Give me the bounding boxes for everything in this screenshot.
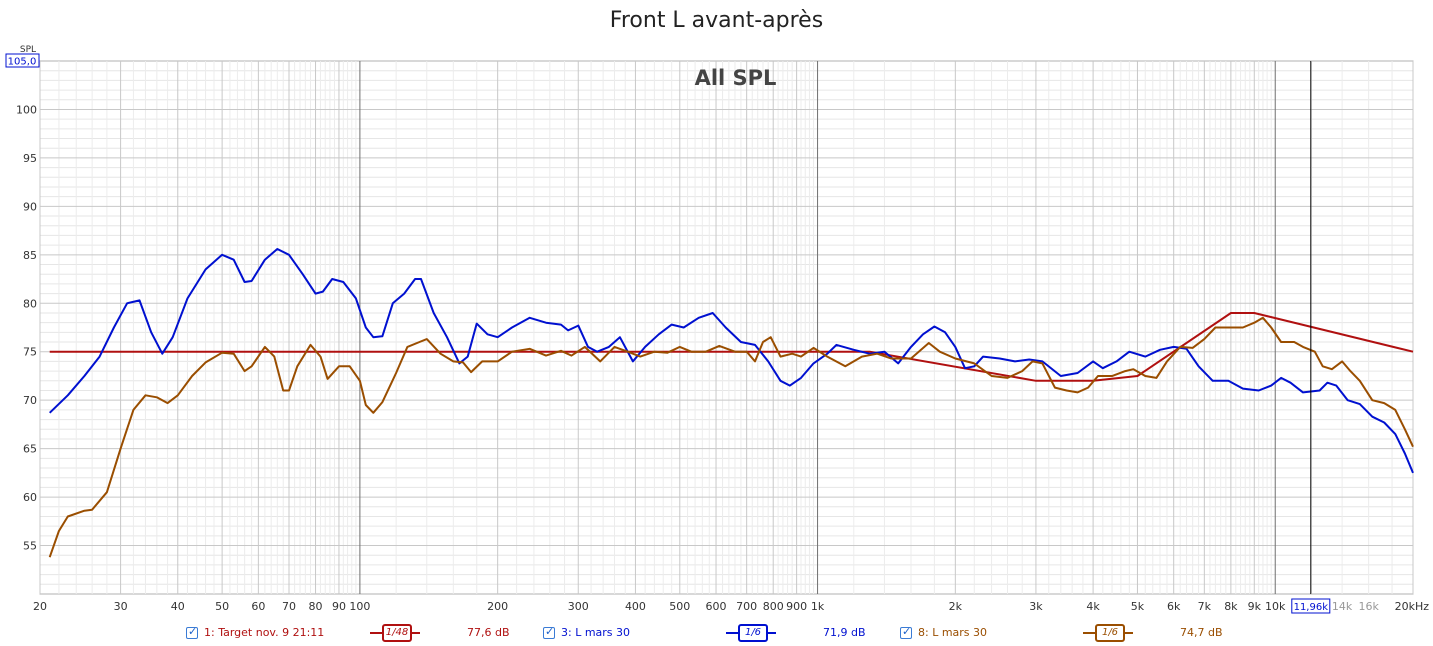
x-tick-label: 14k [1332, 600, 1353, 613]
x-tick-label: 900 [786, 600, 807, 613]
legend-item-l-mars-30-a[interactable]: 3: L mars 30 [543, 625, 631, 639]
x-tick-label: 50 [215, 600, 229, 613]
smoothing-l-mars-30-b[interactable]: 1/6 [1083, 624, 1133, 642]
x-tick-label: 400 [625, 600, 646, 613]
legend-label-l-mars-30-a: 3: L mars 30 [561, 626, 631, 639]
series-lines [48, 248, 1414, 558]
x-tick-label: 1k [811, 600, 825, 613]
level-target: 77,6 dB [467, 626, 510, 639]
legend-item-target[interactable]: 1: Target nov. 9 21:11 [186, 625, 325, 639]
y-tick-label: 55 [23, 540, 37, 553]
x-tick-label: 70 [282, 600, 296, 613]
level-l-mars-30-a: 71,9 dB [823, 626, 866, 639]
y-tick-label: 70 [23, 394, 37, 407]
smoothing-label-l-mars-30-b: 1/6 [1095, 624, 1125, 642]
smoothing-label-l-mars-30-a: 1/6 [738, 624, 768, 642]
x-axis-tick-labels: 20 30 40 50 60 70 80 90 100 200 300 400 500 600 700 800… [33, 600, 1429, 613]
y-tick-label: 100 [16, 103, 37, 116]
y-tick-label: 90 [23, 200, 37, 213]
chart-title: Front L avant-après [609, 8, 824, 33]
x-tick-label: 100 [349, 600, 370, 613]
smoothing-target[interactable]: 1/48 [370, 624, 420, 642]
x-tick-label: 40 [171, 600, 185, 613]
checkbox-l-mars-30-b[interactable] [900, 625, 912, 639]
legend-label-l-mars-30-b: 8: L mars 30 [918, 626, 988, 639]
x-tick-label: 16k [1358, 600, 1379, 613]
x-tick-label: 20 [33, 600, 47, 613]
y-tick-label: 85 [23, 249, 37, 262]
x-tick-label: 200 [487, 600, 508, 613]
y-tick-label: 95 [23, 152, 37, 165]
x-tick-label: 9k [1248, 600, 1262, 613]
legend-item-l-mars-30-b[interactable]: 8: L mars 30 [900, 625, 988, 639]
chart-subtitle: All SPL [695, 66, 777, 90]
chart-overlay: All SPL 11,96k [695, 61, 1331, 614]
x-tick-label: 90 [332, 600, 346, 613]
x-tick-label: 80 [309, 600, 323, 613]
x-tick-label: 30 [114, 600, 128, 613]
series-line-1[interactable] [49, 312, 1414, 382]
level-l-mars-30-b: 74,7 dB [1180, 626, 1223, 639]
checkbox-l-mars-30-a[interactable] [543, 625, 555, 639]
legend: 1: Target nov. 9 21:11 1/48 77,6 dB 3: L… [0, 624, 1433, 644]
y-axis-label: SPL [20, 45, 36, 55]
x-tick-label: 60 [251, 600, 265, 613]
checkbox-target[interactable] [186, 625, 198, 639]
y-tick-label: 60 [23, 491, 37, 504]
x-tick-label: 600 [706, 600, 727, 613]
y-top-value-label: 105,0 [8, 57, 37, 68]
x-tick-label: 2k [949, 600, 963, 613]
cursor-value-label: 11,96k [1294, 602, 1329, 613]
major-gridlines [40, 61, 1413, 594]
x-tick-label: 300 [568, 600, 589, 613]
y-tick-label: 65 [23, 443, 37, 456]
series-line-2[interactable] [49, 248, 1414, 474]
x-tick-label: 3k [1029, 600, 1043, 613]
x-tick-label: 500 [669, 600, 690, 613]
y-top-value-box[interactable] [5, 53, 40, 68]
x-tick-label: 7k [1198, 600, 1212, 613]
x-tick-label: 20kHz [1395, 600, 1430, 613]
x-tick-label: 800 [763, 600, 784, 613]
x-tick-label: 10k [1265, 600, 1286, 613]
x-tick-label: 4k [1086, 600, 1100, 613]
cursor-value-box [1291, 598, 1331, 614]
smoothing-l-mars-30-a[interactable]: 1/6 [726, 624, 776, 642]
y-tick-label: 75 [23, 346, 37, 359]
spl-chart[interactable]: 55 60 65 70 75 80 85 90 95 100 SPL 105,0 20 30 40 50 60… [0, 0, 1433, 622]
y-axis-tick-labels: 55 60 65 70 75 80 85 90 95 100 SPL 105,0 [5, 45, 40, 553]
y-tick-label: 80 [23, 297, 37, 310]
x-tick-label: 700 [736, 600, 757, 613]
series-line-3[interactable] [48, 316, 1414, 558]
smoothing-label-target: 1/48 [382, 624, 412, 642]
legend-label-target: 1: Target nov. 9 21:11 [204, 626, 325, 639]
x-tick-label: 5k [1131, 600, 1145, 613]
x-tick-label: 6k [1167, 600, 1181, 613]
x-tick-label: 8k [1224, 600, 1238, 613]
